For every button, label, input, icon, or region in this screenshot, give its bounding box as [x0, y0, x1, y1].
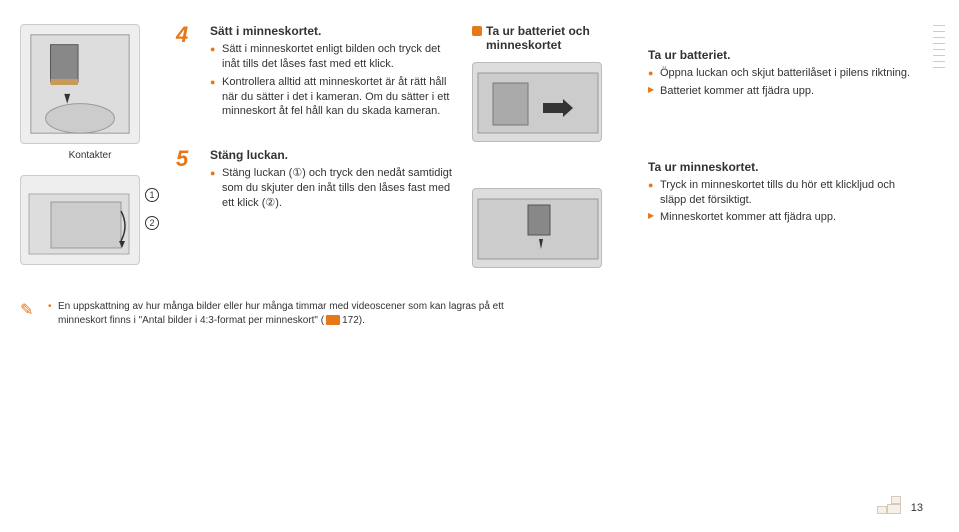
remove-card-arrows: Minneskortet kommer att fjädra upp.	[648, 210, 919, 225]
step-4-title: Sätt i minneskortet.	[210, 24, 456, 38]
corner-decoration	[873, 494, 901, 514]
illustration-remove-card	[472, 188, 602, 268]
illustration-close-door: 1 2	[20, 175, 140, 265]
left-column: Kontakter 1 2	[20, 24, 160, 280]
remove-section-heading: Ta ur batteriet och minneskortet	[472, 24, 632, 52]
tab-strip	[933, 20, 945, 68]
step-5-bullets: Stäng luckan (①) och tryck den nedåt sam…	[210, 166, 456, 211]
remove-card-title: Ta ur minneskortet.	[648, 160, 919, 174]
page-number: 13	[911, 502, 923, 514]
footnote-text: En uppskattning av hur många bilder elle…	[48, 300, 540, 328]
callout-1: 1	[145, 188, 159, 202]
illustration-insert-card	[20, 24, 140, 144]
footnote-main: En uppskattning av hur många bilder elle…	[58, 301, 504, 326]
callout-2: 2	[145, 216, 159, 230]
illustration-remove-battery	[472, 62, 602, 142]
remove-card-bullets: Tryck in minneskortet tills du hör ett k…	[648, 178, 919, 208]
close-door-svg	[21, 176, 141, 266]
pencil-icon: ✎	[20, 300, 38, 318]
card-slot-svg	[21, 25, 139, 143]
contacts-label: Kontakter	[20, 150, 160, 161]
step-4-bullets: Sätt i minneskortet enligt bilden och tr…	[210, 42, 456, 119]
list-item: Minneskortet kommer att fjädra upp.	[648, 210, 919, 225]
list-item: Tryck in minneskortet tills du hör ett k…	[648, 178, 919, 208]
step-number-4: 4	[176, 24, 198, 122]
middle-column: 4 Sätt i minneskortet. Sätt i minneskort…	[176, 24, 456, 280]
step-5-title: Stäng luckan.	[210, 148, 456, 162]
step-5: 5 Stäng luckan. Stäng luckan (①) och try…	[176, 148, 456, 214]
step-4: 4 Sätt i minneskortet. Sätt i minneskort…	[176, 24, 456, 122]
list-item: Batteriet kommer att fjädra upp.	[648, 84, 919, 99]
step-4-bullet: Sätt i minneskortet enligt bilden och tr…	[210, 42, 456, 72]
book-icon	[326, 315, 340, 325]
right-illustration-column: Ta ur batteriet och minneskortet	[472, 24, 632, 280]
footnote-pageref: 172).	[342, 315, 365, 326]
remove-battery-title: Ta ur batteriet.	[648, 48, 919, 62]
right-text-column: Ta ur batteriet. Öppna luckan och skjut …	[648, 24, 919, 280]
page-layout: Kontakter 1 2 4 Sätt i minneskortet. Sät…	[20, 24, 919, 280]
remove-battery-arrows: Batteriet kommer att fjädra upp.	[648, 84, 919, 99]
step-4-bullet: Kontrollera alltid att minneskortet är å…	[210, 75, 456, 120]
remove-battery-bullets: Öppna luckan och skjut batterilåset i pi…	[648, 66, 919, 81]
list-item: Öppna luckan och skjut batterilåset i pi…	[648, 66, 919, 81]
step-number-5: 5	[176, 148, 198, 214]
step-5-bullet: Stäng luckan (①) och tryck den nedåt sam…	[210, 166, 456, 211]
footnote-block: ✎ En uppskattning av hur många bilder el…	[20, 300, 540, 328]
